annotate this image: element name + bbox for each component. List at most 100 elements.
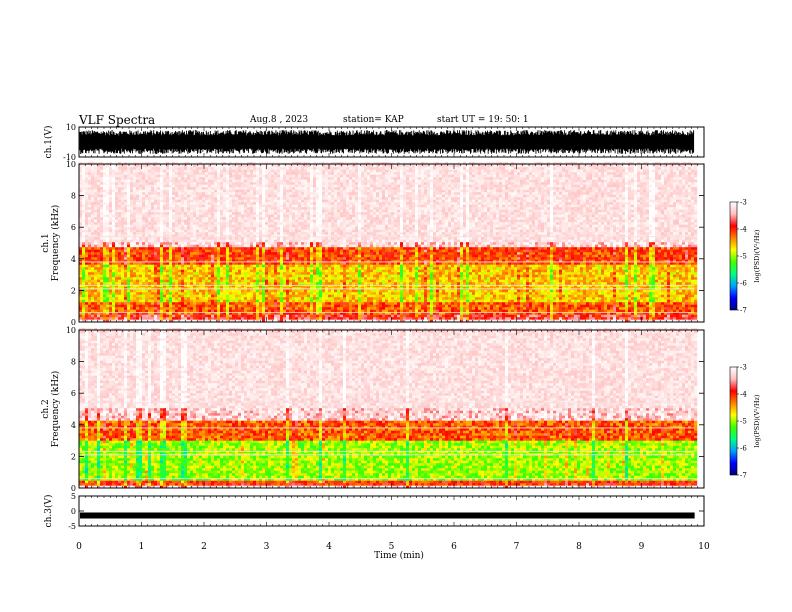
spectrogram-cell (199, 199, 203, 203)
spectrogram-cell (181, 214, 185, 218)
spectrogram-cell (208, 249, 212, 253)
spectrogram-cell (298, 252, 302, 255)
spectrogram-cell (199, 239, 203, 243)
spectrogram-cell (244, 282, 248, 285)
spectrogram-cell (106, 314, 110, 318)
spectrogram-cell (109, 182, 113, 185)
spectrogram-cell (208, 269, 212, 273)
spectrogram-cell (196, 292, 200, 295)
spectrogram-cell (247, 164, 251, 168)
spectrogram-cell (94, 292, 98, 295)
spectrogram-cell (106, 184, 110, 188)
spectrogram-cell (250, 312, 254, 315)
spectrogram-cell (289, 312, 293, 315)
spectrogram-cell (112, 227, 116, 230)
spectrogram-cell (169, 307, 173, 310)
spectrogram-cell (124, 227, 128, 230)
spectrogram-cell (268, 264, 272, 268)
spectrogram-cell (133, 247, 137, 250)
spectrogram-cell (130, 267, 134, 270)
spectrogram-cell (259, 237, 263, 240)
spectrogram-cell (208, 314, 212, 318)
spectrogram-cell (238, 274, 242, 278)
spectrogram-cell (205, 269, 209, 273)
spectrogram-cell (211, 317, 215, 320)
spectrogram-cell (286, 197, 290, 200)
spectrogram-cell (175, 177, 179, 180)
spectrogram-cell (169, 217, 173, 220)
spectrogram-cell (235, 209, 239, 213)
spectrogram-cell (262, 207, 266, 210)
spectrogram-cell (280, 257, 284, 260)
spectrogram-cell (157, 172, 161, 175)
spectrogram-cell (238, 234, 242, 238)
spectrogram-cell (124, 319, 128, 323)
spectrogram-cell (253, 184, 257, 188)
spectrogram-cell (202, 252, 206, 255)
spectrogram-cell (151, 299, 155, 303)
spectrogram-cell (184, 222, 188, 225)
spectrogram-cell (124, 267, 128, 270)
spectrogram-cell (247, 317, 251, 320)
spectrogram-cell (262, 202, 266, 205)
spectrogram-cell (151, 212, 155, 215)
spectrogram-cell (178, 257, 182, 260)
spectrogram-cell (166, 162, 170, 165)
spectrogram-cell (241, 199, 245, 203)
spectrogram-cell (253, 312, 257, 315)
spectrogram-cell (163, 182, 167, 185)
spectrogram-cell (196, 204, 200, 208)
spectrogram-cell (259, 179, 263, 183)
spectrogram-cell (88, 179, 92, 183)
spectrogram-cell (79, 229, 83, 233)
spectrogram-cell (97, 297, 101, 300)
spectrogram-cell (136, 269, 140, 273)
spectrogram-cell (145, 254, 149, 258)
spectrogram-cell (91, 169, 95, 173)
spectrogram-cell (112, 177, 116, 180)
spectrogram-cell (130, 247, 134, 250)
spectrogram-cell (241, 229, 245, 233)
spectrogram-cell (85, 309, 89, 313)
spectrogram-cell (91, 302, 95, 305)
spectrogram-cell (127, 294, 131, 298)
spectrogram-cell (268, 277, 272, 280)
spectrogram-cell (97, 237, 101, 240)
spectrogram-cell (106, 309, 110, 313)
spectrogram-cell (151, 214, 155, 218)
spectrogram-cell (124, 189, 128, 193)
spectrogram-cell (277, 192, 281, 195)
spectrogram-cell (85, 317, 89, 320)
spectrogram-cell (79, 207, 83, 210)
spectrogram-cell (142, 229, 146, 233)
spectrogram-cell (169, 189, 173, 193)
spectrogram-cell (124, 312, 128, 315)
spectrogram-cell (220, 287, 224, 290)
spectrogram-cell (238, 187, 242, 190)
spectrogram-cell (82, 317, 86, 320)
spectrogram-cell (268, 282, 272, 285)
spectrogram-cell (244, 237, 248, 240)
spectrogram-cell (115, 239, 119, 243)
spectrogram-cell (139, 162, 143, 165)
spectrogram-cell (202, 272, 206, 275)
spectrogram-cell (79, 162, 83, 165)
spectrogram-cell (175, 217, 179, 220)
spectrogram-cell (205, 169, 209, 173)
spectrogram-cell (160, 192, 164, 195)
spectrogram-cell (295, 294, 299, 298)
spectrogram-cell (277, 184, 281, 188)
spectrogram-cell (283, 314, 287, 318)
spectrogram-cell (88, 279, 92, 283)
spectrogram-cell (196, 249, 200, 253)
spectrogram-cell (85, 279, 89, 283)
spectrogram-cell (112, 162, 116, 165)
spectrogram-cell (214, 304, 218, 308)
spectrogram-cell (178, 282, 182, 285)
spectrogram-cell (217, 192, 221, 195)
spectrogram-cell (199, 294, 203, 298)
spectrogram-cell (127, 212, 131, 215)
spectrogram-cell (235, 162, 239, 165)
spectrogram-cell (100, 199, 104, 203)
spectrogram-cell (112, 314, 116, 318)
